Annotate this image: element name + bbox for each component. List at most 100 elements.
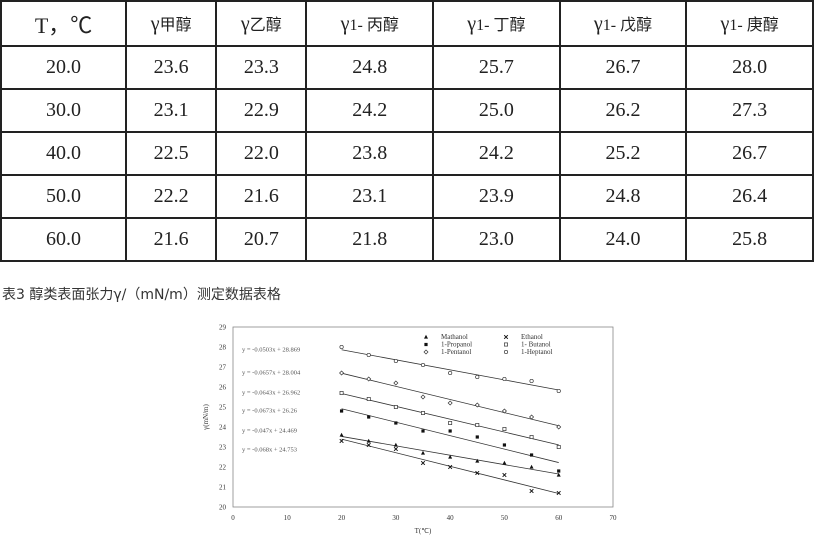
y-tick-label: 20 xyxy=(219,504,227,512)
equation-label: y = -0.0643x + 26.962 xyxy=(242,390,300,397)
data-point xyxy=(339,391,344,395)
data-point xyxy=(556,445,561,449)
table-cell: 20.7 xyxy=(215,217,308,262)
data-point xyxy=(448,454,453,459)
data-point xyxy=(556,424,562,430)
table-cell: 24.8 xyxy=(558,174,688,219)
data-point xyxy=(424,334,428,339)
data-point xyxy=(557,469,561,473)
header-ethanol: γ乙醇 xyxy=(215,0,308,47)
table-cell: 21.6 xyxy=(125,217,218,262)
x-tick-label: 30 xyxy=(392,514,400,522)
data-point xyxy=(448,429,452,433)
table-cell: 26.7 xyxy=(558,45,688,90)
data-point xyxy=(556,472,561,477)
table-cell: 23.8 xyxy=(305,131,435,176)
legend-entry: 1- Butanol xyxy=(521,341,551,349)
table-cell: 26.4 xyxy=(685,174,814,219)
y-axis-label: γ(mN/m) xyxy=(202,404,210,431)
table-cell: 24.2 xyxy=(305,88,435,133)
data-point xyxy=(393,446,399,452)
table-cell: 21.6 xyxy=(215,174,308,219)
x-tick-label: 70 xyxy=(610,514,618,522)
data-point xyxy=(366,438,371,443)
data-point xyxy=(339,432,344,437)
table-cell: 50.0 xyxy=(0,174,128,219)
data-point xyxy=(366,397,371,401)
legend-entry: 1-Propanol xyxy=(441,341,472,349)
data-point xyxy=(366,376,372,382)
table-cell: 26.7 xyxy=(685,131,814,176)
legend-entry: Mathanol xyxy=(441,333,468,341)
table-cell: 28.0 xyxy=(685,45,814,90)
y-tick-label: 28 xyxy=(219,344,227,352)
table-cell: 30.0 xyxy=(0,88,128,133)
data-point xyxy=(502,472,507,478)
x-tick-label: 40 xyxy=(447,514,455,522)
table-cell: 25.0 xyxy=(432,88,561,133)
table-row: 60.0 21.6 20.7 21.8 23.0 24.0 25.8 xyxy=(0,217,814,262)
fit-line xyxy=(341,349,559,391)
data-point xyxy=(448,370,453,376)
data-point xyxy=(503,334,509,340)
x-axis-label: T(℃) xyxy=(415,527,432,535)
header-heptanol: γ1- 庚醇 xyxy=(685,0,814,47)
data-point xyxy=(474,402,480,408)
data-point xyxy=(529,378,534,384)
table-cell: 23.0 xyxy=(432,217,561,262)
x-tick-label: 60 xyxy=(555,514,563,522)
data-point xyxy=(366,352,371,358)
data-point xyxy=(502,427,507,431)
header-temperature: T，℃ xyxy=(0,0,128,47)
data-point xyxy=(475,423,480,427)
equation-label: y = -0.0657x + 28.004 xyxy=(242,370,301,377)
table-cell: 24.8 xyxy=(305,45,435,90)
table-cell: 23.6 xyxy=(125,45,218,90)
data-point xyxy=(502,376,507,382)
table-caption: 表3 醇类表面张力γ/（mN/m）测定数据表格 xyxy=(2,287,281,303)
plot-frame xyxy=(232,326,614,508)
table-cell: 26.2 xyxy=(558,88,688,133)
data-point xyxy=(420,362,426,368)
y-tick-label: 23 xyxy=(219,444,227,452)
table-cell: 23.1 xyxy=(125,88,218,133)
equation-label: y = -0.0673x + 26.26 xyxy=(242,408,298,415)
table-cell: 40.0 xyxy=(0,131,128,176)
table-cell: 25.2 xyxy=(558,131,688,176)
y-tick-label: 24 xyxy=(219,424,227,432)
header-methanol: γ甲醇 xyxy=(125,0,218,47)
table-row: 50.0 22.2 21.6 23.1 23.9 24.8 26.4 xyxy=(0,174,814,219)
table-row: 30.0 23.1 22.9 24.2 25.0 26.2 27.3 xyxy=(0,88,814,133)
data-point xyxy=(393,405,398,409)
header-propanol: γ1- 丙醇 xyxy=(305,0,435,47)
table-cell: 22.0 xyxy=(215,131,308,176)
table-cell: 23.1 xyxy=(305,174,435,219)
data-point xyxy=(339,370,345,376)
data-point xyxy=(366,442,371,448)
fit-line xyxy=(341,372,559,427)
table-cell: 23.3 xyxy=(215,45,308,90)
equation-label: y = -0.0503x + 28.869 xyxy=(242,347,300,354)
surface-tension-table: T，℃ γ甲醇 γ乙醇 γ1- 丙醇 γ1- 丁醇 γ1- 戊醇 γ1- 庚醇 … xyxy=(0,0,814,262)
table-header-row: T，℃ γ甲醇 γ乙醇 γ1- 丙醇 γ1- 丁醇 γ1- 戊醇 γ1- 庚醇 xyxy=(0,0,814,47)
data-point xyxy=(367,415,371,419)
data-point xyxy=(420,394,426,400)
x-tick-label: 50 xyxy=(501,514,509,522)
table-cell: 22.9 xyxy=(215,88,308,133)
data-point xyxy=(339,344,344,350)
table-cell: 21.8 xyxy=(305,217,435,262)
surface-tension-chart: 0 10 20 30 40 50 60 70 20 21 22 23 24 25 26 27 28 29 T(℃) γ… xyxy=(202,324,618,536)
fit-line xyxy=(341,408,559,463)
data-point xyxy=(475,470,480,476)
table-cell: 27.3 xyxy=(685,88,814,133)
equation-label: y = -0.047x + 24.469 xyxy=(242,428,297,435)
y-tick-label: 22 xyxy=(219,464,227,472)
data-point xyxy=(424,342,428,347)
x-tick-label: 10 xyxy=(284,514,292,522)
data-point xyxy=(421,429,425,433)
data-point xyxy=(339,409,344,413)
data-point xyxy=(393,358,398,364)
table-cell: 20.0 xyxy=(0,45,128,90)
data-point xyxy=(447,464,453,470)
table-cell: 24.0 xyxy=(558,217,688,262)
